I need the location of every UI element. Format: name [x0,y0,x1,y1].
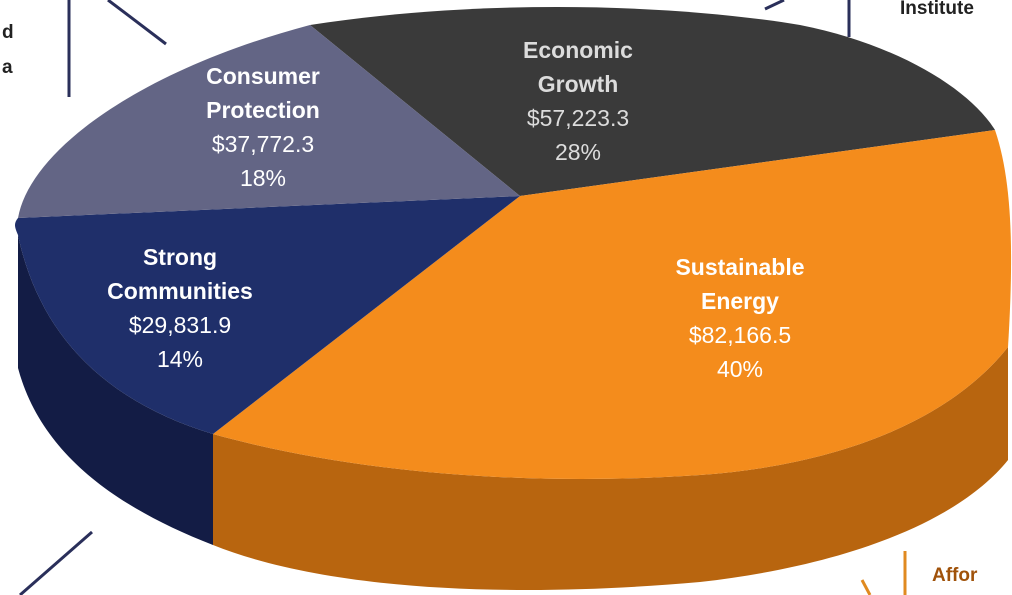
slice-label-strong-communities: Strong Communities $29,831.9 14% [107,244,253,372]
category-label-economic-growth: Growth [538,71,619,97]
side-sustainable-energy [213,347,1008,590]
value-label-economic-growth: $57,223.3 [527,105,629,131]
value-label-sustainable-energy: $82,166.5 [689,322,791,348]
category-label-consumer-protection: Consumer [206,63,320,89]
cropped-text-bottom-right: Affor [932,565,978,586]
decor-line-bottom-right-diag [860,579,872,595]
pie-sides [18,235,1008,590]
slice-label-economic-growth: Economic Growth $57,223.3 28% [523,37,633,165]
percent-label-economic-growth: 28% [555,139,601,165]
category-label-strong-communities: Communities [107,278,253,304]
pie-tops [15,6,1012,480]
category-label-sustainable-energy: Sustainable [675,254,804,280]
cropped-text-top-left-1: d [2,22,14,43]
cropped-text-top-left-2: a [2,57,13,78]
decor-line-top-left-diag [107,0,167,46]
category-label-economic-growth: Economic [523,37,633,63]
pie-labels: Economic Growth $57,223.3 28% Sustainable Ene… [107,37,804,382]
category-label-consumer-protection: Protection [206,97,320,123]
percent-label-consumer-protection: 18% [240,165,286,191]
decor-line-top-right-diag [764,0,785,11]
slice-sustainable-energy [213,130,1012,480]
category-label-strong-communities: Strong [143,244,217,270]
category-label-sustainable-energy: Energy [701,288,779,314]
slice-consumer-protection [18,25,520,218]
slice-strong-communities [15,196,520,434]
side-strong-communities [18,235,213,545]
cropped-text-top-right: Institute [900,0,974,19]
value-label-consumer-protection: $37,772.3 [212,131,314,157]
slice-label-consumer-protection: Consumer Protection $37,772.3 18% [206,63,320,191]
slice-economic-growth [310,6,995,197]
percent-label-sustainable-energy: 40% [717,356,763,382]
decor-line-bottom-left [19,530,93,595]
percent-label-strong-communities: 14% [157,346,203,372]
slice-label-sustainable-energy: Sustainable Energy $82,166.5 40% [675,254,804,382]
value-label-strong-communities: $29,831.9 [129,312,231,338]
